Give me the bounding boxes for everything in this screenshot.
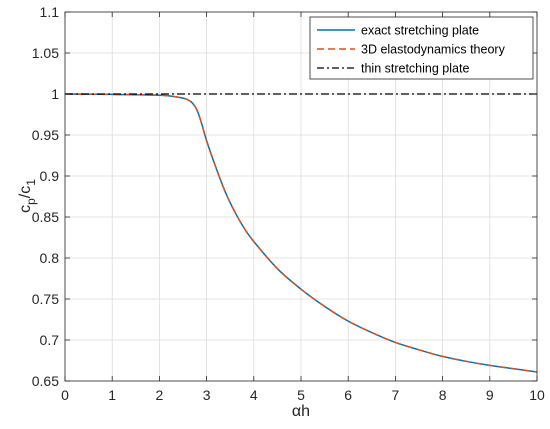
x-tick-label: 0 [61, 387, 69, 403]
x-tick-label: 4 [250, 387, 258, 403]
x-tick-label: 2 [156, 387, 164, 403]
y-tick-label: 1.05 [32, 45, 59, 61]
legend-label-exact: exact stretching plate [361, 24, 479, 38]
x-tick-label: 3 [203, 387, 211, 403]
legend-label-3d: 3D elastodynamics theory [361, 43, 506, 57]
x-tick-label: 1 [108, 387, 116, 403]
y-tick-label: 0.65 [32, 373, 59, 389]
x-tick-label: 10 [529, 387, 545, 403]
legend-label-thin: thin stretching plate [361, 62, 469, 76]
legend-box [309, 16, 534, 80]
x-tick-label: 9 [486, 387, 494, 403]
y-tick-label: 0.8 [40, 250, 60, 266]
x-tick-label: 5 [297, 387, 305, 403]
series-group [64, 93, 538, 373]
y-tick-label: 0.95 [32, 127, 59, 143]
x-tick-label: 6 [344, 387, 352, 403]
y-tick-label: 1.1 [40, 4, 60, 20]
y-tick-label: 1 [51, 86, 59, 102]
y-tick-label: 0.75 [32, 291, 59, 307]
y-tick-label: 0.85 [32, 209, 59, 225]
x-tick-label: 8 [439, 387, 447, 403]
y-tick-label: 0.7 [40, 332, 60, 348]
legend: exact stretching plate 3D elastodynamics… [309, 16, 534, 80]
y-tick-label: 0.9 [40, 168, 60, 184]
y-axis-label: cp/c1 [17, 179, 38, 213]
tick-labels: 0 1 2 3 4 5 6 7 8 9 10 0.65 0.7 0.75 0.8 0.85 0.9 0.95 1 1.… [32, 4, 545, 403]
x-tick-label: 7 [392, 387, 400, 403]
series-line-3d [64, 93, 538, 373]
x-axis-label: αh [292, 403, 310, 420]
ticks [64, 11, 538, 382]
